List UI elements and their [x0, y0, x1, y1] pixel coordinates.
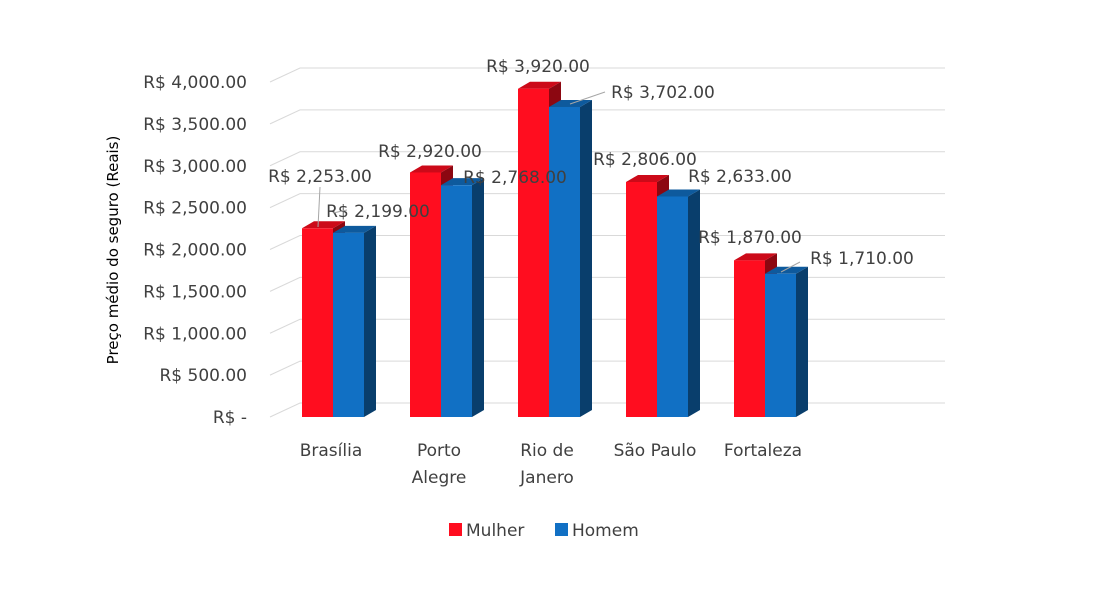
data-label: R$ 3,920.00: [486, 57, 590, 77]
bar-homem: [441, 185, 472, 417]
legend: Mulher Homem: [449, 521, 639, 541]
leader-line: [569, 91, 606, 105]
bar-top: [734, 253, 777, 261]
gridline: [269, 235, 945, 250]
y-tick-label: R$ 500.00: [159, 366, 247, 386]
bar-top: [626, 174, 669, 182]
data-label: R$ 2,768.00: [463, 168, 567, 188]
data-label: R$ 2,199.00: [326, 202, 430, 222]
data-label: R$ 2,633.00: [688, 167, 792, 187]
y-tick-label: R$ 2,500.00: [143, 199, 247, 219]
bar-side: [364, 225, 376, 417]
x-tick-label: São Paulo: [614, 441, 697, 461]
bar-homem: [765, 273, 796, 417]
bar-top: [657, 189, 700, 197]
gridlines: [269, 67, 945, 418]
y-tick-label: R$ 1,000.00: [143, 324, 247, 344]
leader-line: [780, 261, 801, 273]
x-tick-label: Rio de: [520, 441, 574, 461]
gridline: [269, 402, 945, 418]
bar-side: [796, 266, 808, 417]
bar-mulher: [734, 260, 765, 417]
y-tick-label: R$ 1,500.00: [143, 282, 247, 302]
bar-side: [580, 99, 592, 418]
y-tick-label: R$ -: [213, 408, 247, 428]
data-label: R$ 2,806.00: [593, 150, 697, 170]
bar-top: [333, 225, 376, 233]
gridline: [269, 276, 945, 292]
data-label: R$ 1,710.00: [810, 249, 914, 269]
y-tick-label: R$ 4,000.00: [143, 73, 247, 93]
data-label: R$ 2,253.00: [268, 167, 372, 187]
leader-line: [317, 186, 321, 228]
bar-mulher: [302, 228, 333, 417]
x-tick-label: Janero: [519, 468, 574, 488]
y-tick-label: R$ 3,500.00: [143, 115, 247, 135]
legend-swatch-mulher: [449, 523, 462, 536]
leader-line: [332, 209, 348, 214]
y-tick-label: R$ 3,000.00: [143, 157, 247, 177]
bars: [302, 81, 808, 418]
bar-side: [688, 189, 700, 417]
y-axis: R$ - R$ 500.00 R$ 1,000.00 R$ 1,500.00 R$ 2,…: [143, 73, 247, 428]
gridline: [269, 151, 945, 167]
bar-top: [410, 165, 453, 173]
bar-homem: [549, 106, 580, 418]
bar-homem: [657, 196, 688, 417]
x-tick-label: Brasília: [300, 441, 363, 461]
data-label: R$ 2,920.00: [378, 142, 482, 162]
gridline: [269, 109, 945, 125]
legend-label: Homem: [572, 521, 639, 541]
bar-side: [472, 178, 484, 417]
data-label: R$ 1,870.00: [698, 228, 802, 248]
gridline: [269, 193, 945, 209]
legend-label: Mulher: [466, 521, 524, 541]
bar-mulher: [410, 172, 441, 417]
bar-top: [518, 81, 561, 89]
y-axis-label: Preço médio do seguro (Reais): [104, 136, 122, 365]
bar-mulher: [518, 88, 549, 417]
x-tick-label: Alegre: [412, 468, 467, 488]
bar-top: [302, 221, 345, 229]
y-tick-label: R$ 2,000.00: [143, 241, 247, 261]
gridline: [269, 67, 945, 83]
bar-top: [765, 266, 808, 274]
data-label: R$ 3,702.00: [611, 83, 715, 103]
bar-mulher: [626, 181, 657, 417]
bar-homem: [333, 232, 364, 417]
x-axis: Brasília Porto Alegre Rio de Janero São Paulo…: [300, 441, 802, 488]
x-tick-label: Porto: [417, 441, 461, 461]
bar-top: [441, 178, 484, 186]
gridline: [269, 318, 945, 334]
x-tick-label: Fortaleza: [724, 441, 802, 461]
data-labels: R$ 2,253.00 R$ 2,199.00 R$ 2,920.00 R$ 2,76…: [268, 57, 914, 273]
gridline: [269, 360, 945, 376]
legend-swatch-homem: [555, 523, 568, 536]
